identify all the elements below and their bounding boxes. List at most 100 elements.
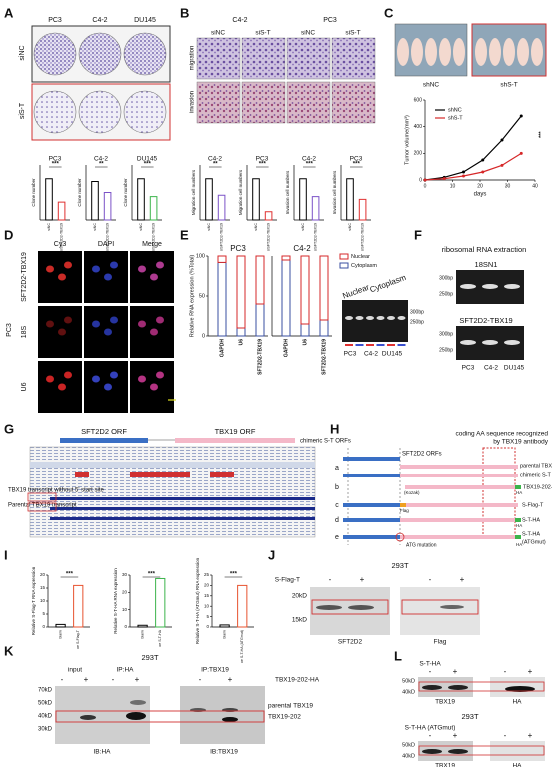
annotation: Parental TBX19 transcript (8, 503, 77, 509)
column-label: PC3 (48, 17, 62, 24)
y-tick-label: 0 (206, 624, 209, 629)
y-tick-label: 15 (204, 593, 210, 598)
micrograph (286, 37, 331, 80)
row-key: d (335, 517, 339, 524)
cell (150, 273, 158, 281)
group-label: IP:HA (117, 667, 135, 674)
bar (149, 196, 158, 221)
y-tick-label: 200 (414, 151, 423, 157)
bar-segment (255, 303, 265, 337)
cell (92, 375, 100, 383)
point (442, 177, 446, 181)
row-key: b (335, 484, 339, 491)
y-tick-label: 0 (124, 624, 127, 629)
line (424, 115, 522, 181)
marker-label: 15kD (292, 617, 307, 624)
blot-label: IB:HA (94, 749, 112, 756)
lane-color (387, 344, 395, 346)
blot-label: TBX19 (435, 699, 455, 706)
legend-swatch (339, 253, 349, 260)
bar (137, 624, 148, 628)
marker-label: 50kD (402, 742, 415, 748)
lane-label: PC3 (344, 351, 357, 358)
bar (155, 577, 166, 628)
x-tick-label: U6 (238, 339, 244, 346)
bar (91, 181, 99, 221)
band-label: TBX19-202 (268, 714, 301, 721)
x-tick-label: 30 (505, 183, 511, 189)
lane-color (376, 344, 385, 346)
x-tick-label: 0 (424, 183, 427, 189)
marker-label: 50kD (402, 678, 415, 684)
orf-label: TBX19 ORF (215, 427, 256, 436)
band (505, 686, 535, 692)
gel-label: Nuclear (341, 283, 370, 301)
lane-label: - (429, 667, 432, 676)
bar-segment (281, 255, 291, 261)
group-label: shNC (423, 82, 440, 89)
blot-label: SFT2D2 (338, 639, 363, 646)
row-label: siNC (19, 45, 26, 60)
band (440, 605, 464, 609)
y-tick-label: 20 (204, 583, 210, 588)
micrograph (286, 81, 331, 124)
highlight-box (55, 710, 265, 723)
point (500, 163, 504, 167)
row-label: invasion (190, 91, 196, 113)
bar (73, 584, 84, 628)
bar (346, 178, 354, 221)
band (422, 685, 442, 690)
chart-title: PC3 (49, 156, 62, 163)
lane-label: + (84, 675, 89, 684)
y-tick-label: 20 (40, 572, 46, 577)
row-label: siS-T (19, 102, 26, 119)
orf-bar (60, 438, 148, 443)
lane-color (355, 344, 364, 346)
blot (400, 587, 480, 635)
lane-label: + (360, 575, 365, 584)
bar (252, 178, 260, 221)
bar (299, 178, 307, 221)
x-axis-label: days (474, 192, 487, 198)
y-axis-label: Relative RNA expression (%Total) (189, 255, 195, 338)
band (448, 685, 468, 690)
blot (180, 686, 265, 744)
colony-plate (33, 90, 77, 134)
x-tick-label: siNC (348, 223, 352, 231)
colony-plate (123, 32, 167, 76)
browser-track (50, 497, 315, 500)
gel-label: SFT2D2-TBX19 (459, 316, 512, 325)
blot (490, 741, 545, 761)
band (387, 316, 395, 320)
mouse (503, 38, 515, 66)
x-tick-label: 20 (477, 183, 483, 189)
significance: *** (148, 572, 156, 578)
mouse (489, 38, 501, 66)
significance: ** (99, 162, 104, 168)
point (481, 158, 485, 162)
blot-label: TBX19 (435, 763, 455, 767)
band (448, 749, 468, 754)
marker-label: 70kD (38, 688, 53, 694)
micrograph (241, 37, 286, 80)
orf-label: SFT2D2 ORF (81, 427, 127, 436)
lane-label: - (61, 675, 64, 684)
bar (217, 194, 226, 221)
y-axis-label: Tumor volume(mm³) (404, 115, 410, 165)
band (348, 605, 374, 610)
orf (406, 503, 518, 507)
group-label: input (68, 667, 82, 674)
band-label: parental TBX19 (268, 703, 313, 710)
orf (343, 474, 518, 477)
construct-label: S-T-HA (522, 531, 540, 537)
y-axis-label: Relative S-Flag-T RNA expression (31, 566, 36, 635)
bar-segment (281, 259, 291, 337)
orf-bar (175, 438, 295, 443)
orf-label: SFT2D2 ORFs (402, 452, 442, 458)
construct-label: S-Flag-T (522, 502, 544, 508)
band (376, 316, 385, 320)
mouse (517, 38, 529, 66)
orf (400, 535, 515, 539)
blot-label: HA (512, 763, 522, 767)
bar (137, 178, 145, 221)
